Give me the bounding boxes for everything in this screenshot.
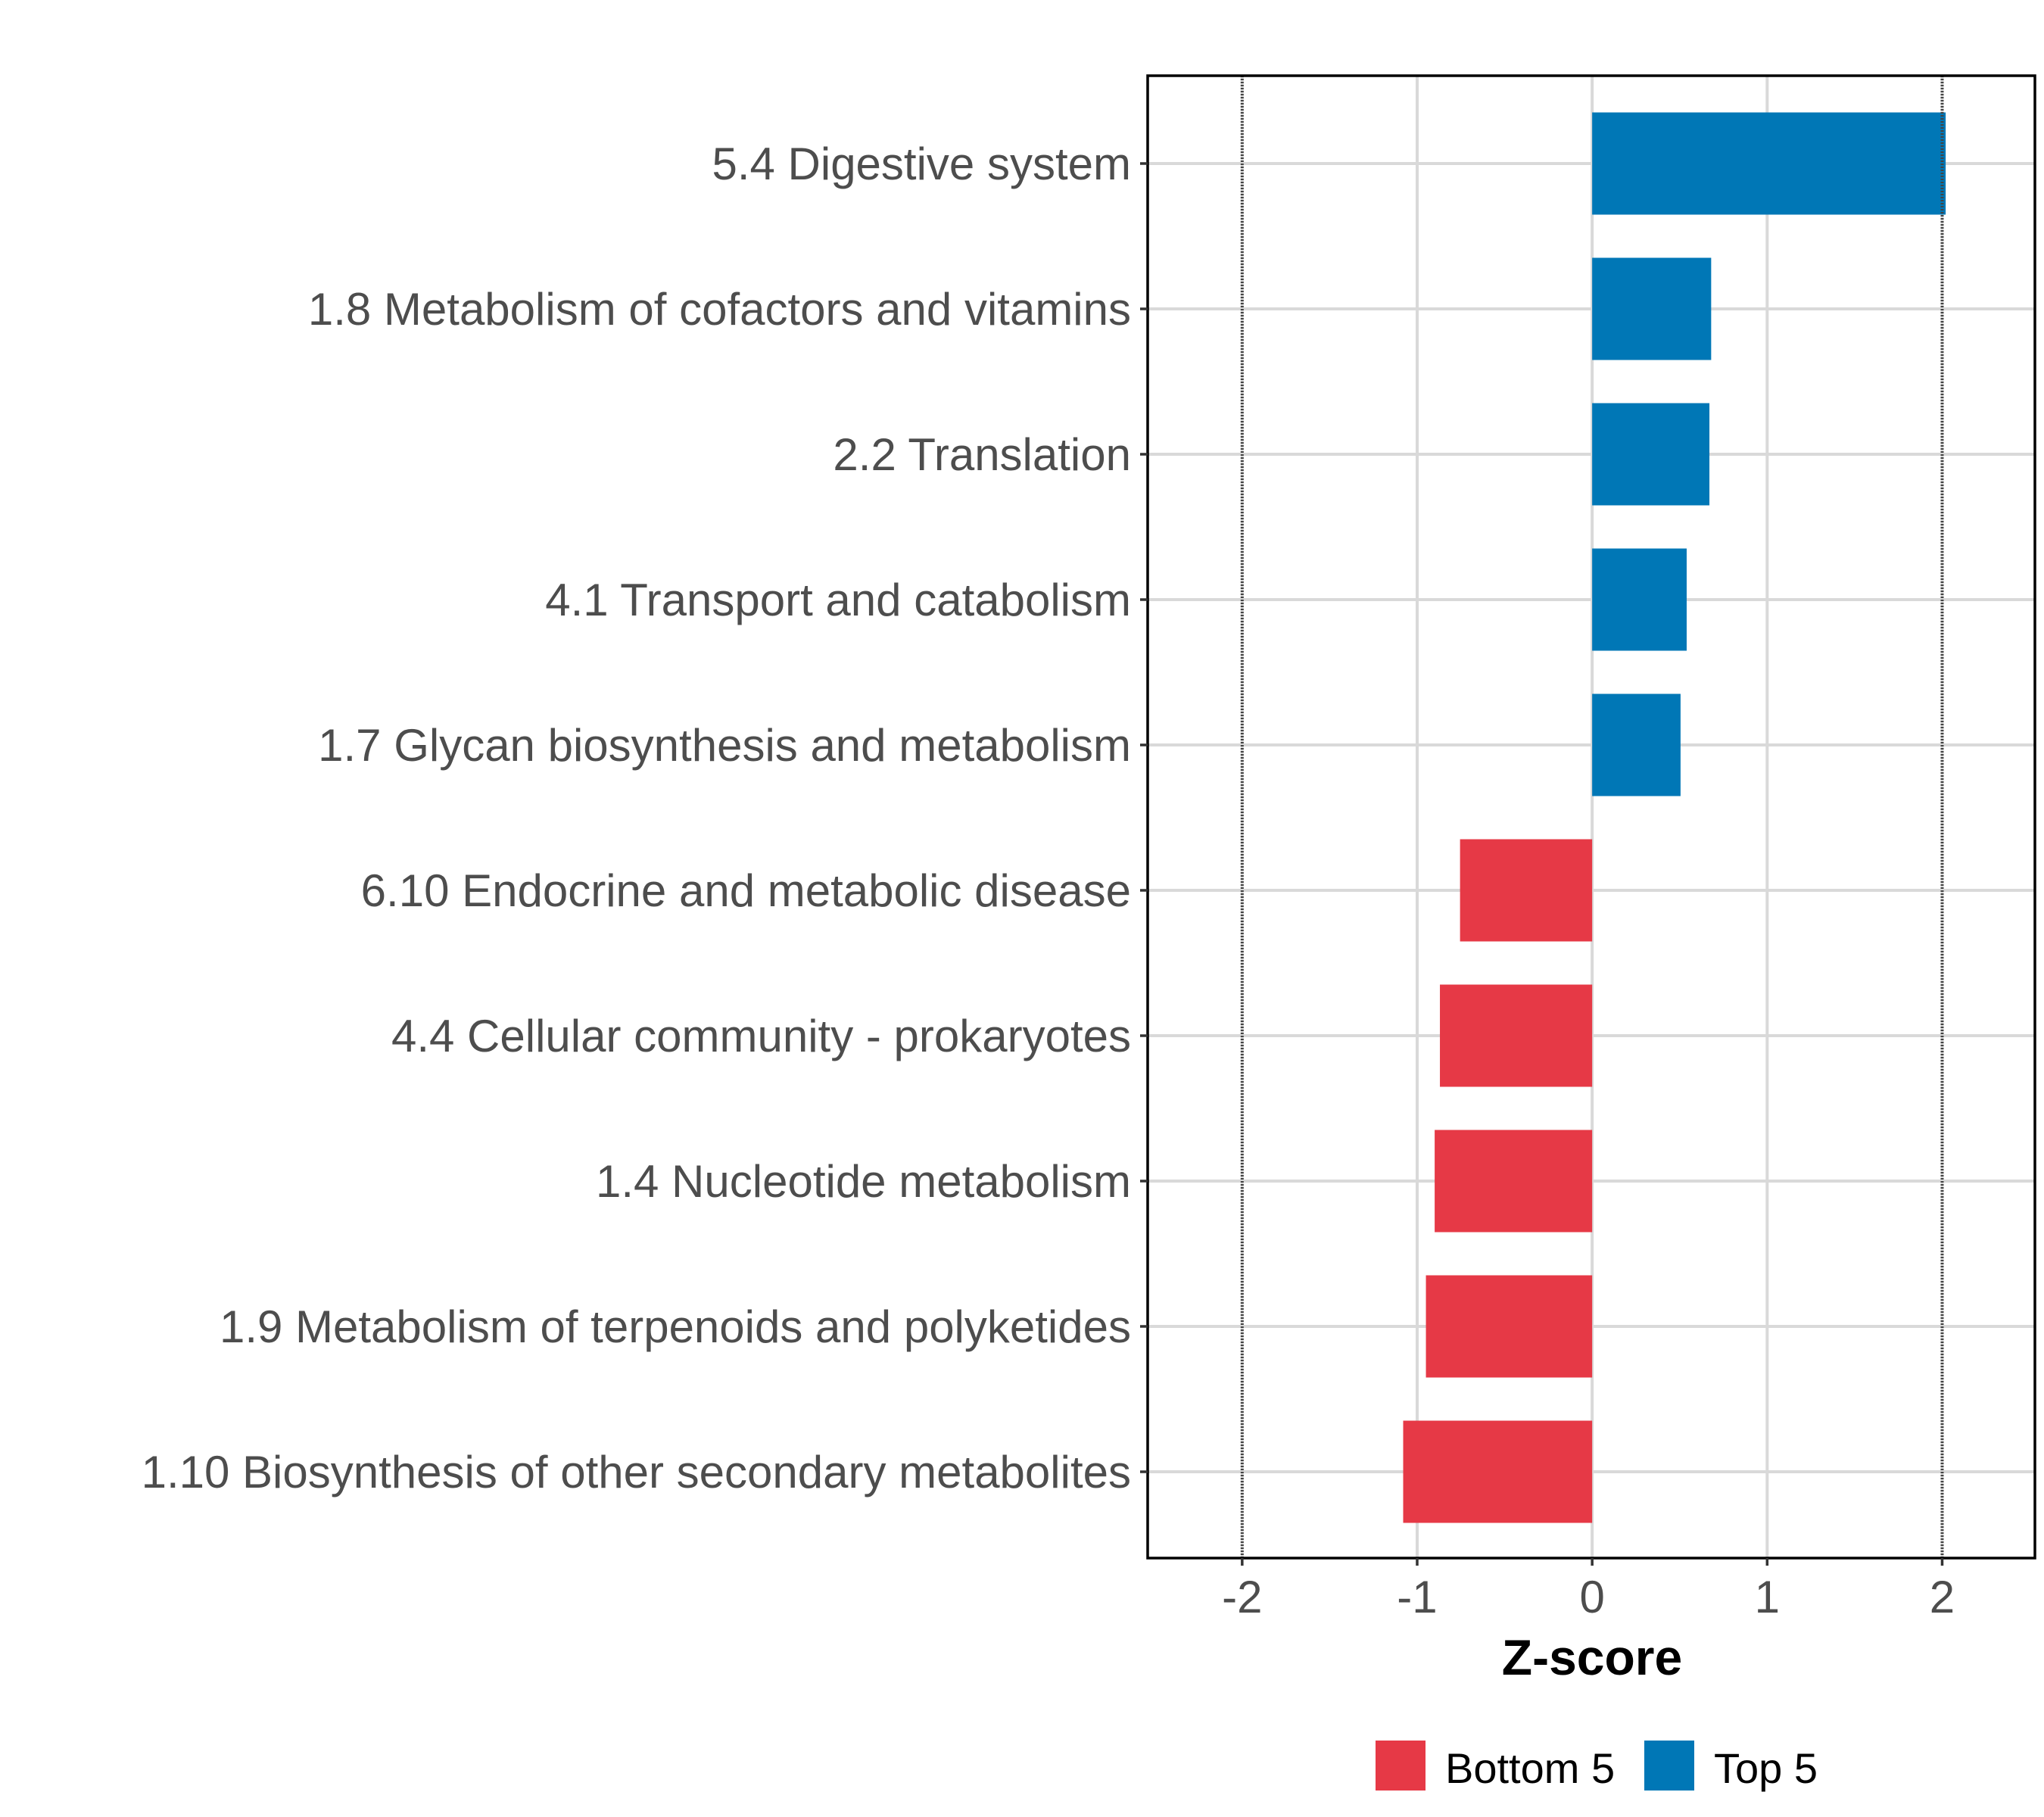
x-tick-label: 2 [1930,1572,1955,1622]
x-axis-title: Z-score [1502,1629,1682,1685]
y-tick-label: 1.7 Glycan biosynthesis and metabolism [318,720,1131,771]
y-axis-labels: 5.4 Digestive system 1.8 Metabolism of co… [142,139,1148,1498]
bar [1592,693,1681,796]
legend-label-bottom5: Bottom 5 [1445,1744,1615,1792]
y-tick-label: 6.10 Endocrine and metabolic disease [361,865,1131,916]
bar [1440,984,1593,1087]
legend-swatch-bottom5 [1376,1741,1426,1791]
y-tick-label: 4.4 Cellular community - prokaryotes [391,1011,1131,1061]
y-tick-label: 4.1 Transport and catabolism [545,575,1131,625]
x-tick-label: -2 [1222,1572,1262,1622]
y-tick-label: 2.2 Translation [833,429,1131,480]
y-tick-label: 1.8 Metabolism of cofactors and vitamins [308,284,1131,335]
bar [1435,1130,1593,1233]
bar [1592,403,1710,506]
bar [1403,1420,1593,1523]
bars [1403,112,1946,1523]
y-tick-label: 1.10 Biosynthesis of other secondary met… [142,1447,1131,1498]
bar [1460,839,1593,942]
legend-label-top5: Top 5 [1714,1744,1818,1792]
y-tick-label: 1.9 Metabolism of terpenoids and polyket… [220,1301,1131,1352]
x-axis-ticks: -2 -1 0 1 2 [1222,1558,1955,1622]
bar [1592,257,1712,360]
y-tick-label: 1.4 Nucleotide metabolism [596,1156,1131,1207]
y-tick-label: 5.4 Digestive system [712,139,1131,189]
legend-swatch-top5 [1644,1741,1694,1791]
bar [1592,112,1946,215]
x-tick-label: -1 [1397,1572,1437,1622]
bar [1592,548,1687,651]
x-tick-label: 0 [1579,1572,1604,1622]
x-tick-label: 1 [1755,1572,1780,1622]
bar [1426,1275,1593,1378]
legend: Bottom 5 Top 5 [1376,1741,1818,1792]
